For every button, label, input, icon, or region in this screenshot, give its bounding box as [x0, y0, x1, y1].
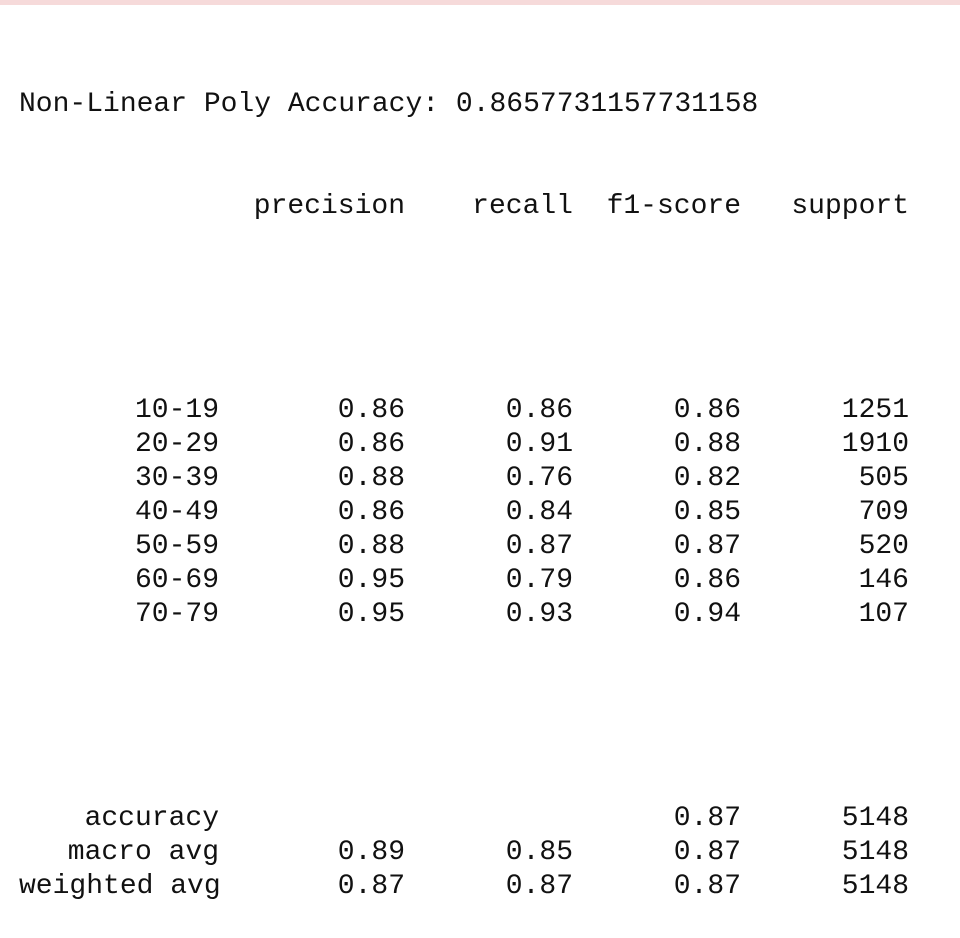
precision-value: 0.86	[337, 497, 405, 528]
report-summary-row: accuracy 0.87 5148	[19, 802, 909, 836]
row-label: 10-19	[134, 395, 219, 426]
support-value: 5148	[841, 803, 909, 834]
accuracy-line: Non-Linear Poly Accuracy: 0.865773115773…	[19, 88, 909, 122]
report-class-row: 40-49 0.86 0.84 0.85 709	[19, 496, 909, 530]
report-class-row: 70-79 0.95 0.93 0.94 107	[19, 598, 909, 632]
recall-value: 0.86	[505, 395, 573, 426]
recall-value: 0.91	[505, 429, 573, 460]
precision-value: 0.88	[337, 531, 405, 562]
report-class-row: 10-19 0.86 0.86 0.86 1251	[19, 394, 909, 428]
report-class-row: 50-59 0.88 0.87 0.87 520	[19, 530, 909, 564]
precision-value: 0.95	[337, 565, 405, 596]
report-class-rows: 10-19 0.86 0.86 0.86 1251 20-29 0.86 0.91 0.88 19…	[19, 394, 909, 632]
accuracy-label: Non-Linear Poly Accuracy:	[19, 89, 440, 120]
row-label: 30-39	[134, 463, 219, 494]
report-class-row: 20-29 0.86 0.91 0.88 1910	[19, 428, 909, 462]
precision-value: 0.89	[337, 837, 405, 868]
support-value: 505	[858, 463, 909, 494]
support-value: 1251	[841, 395, 909, 426]
report-summary-row: macro avg 0.89 0.85 0.87 5148	[19, 836, 909, 870]
recall-value: 0.79	[505, 565, 573, 596]
support-value: 709	[858, 497, 909, 528]
precision-value: 0.87	[337, 871, 405, 902]
accuracy-value: 0.8657731157731158	[455, 89, 759, 120]
f1-score-value: 0.86	[673, 565, 741, 596]
recall-value: 0.87	[505, 531, 573, 562]
support-value: 5148	[841, 871, 909, 902]
row-label: 40-49	[134, 497, 219, 528]
precision-value: 0.86	[337, 429, 405, 460]
support-value: 1910	[841, 429, 909, 460]
row-label: 50-59	[134, 531, 219, 562]
row-label: 20-29	[134, 429, 219, 460]
f1-score-value: 0.87	[673, 871, 741, 902]
f1-score-value: 0.87	[673, 531, 741, 562]
header-support: support	[791, 191, 909, 222]
report-class-row: 60-69 0.95 0.79 0.86 146	[19, 564, 909, 598]
f1-score-value: 0.86	[673, 395, 741, 426]
f1-score-value: 0.87	[673, 803, 741, 834]
precision-value: 0.88	[337, 463, 405, 494]
f1-score-value: 0.85	[673, 497, 741, 528]
recall-value: 0.93	[505, 599, 573, 630]
recall-value: 0.84	[505, 497, 573, 528]
cell-output-border	[0, 0, 960, 5]
report-class-row: 30-39 0.88 0.76 0.82 505	[19, 462, 909, 496]
recall-value: 0.76	[505, 463, 573, 494]
f1-score-value: 0.94	[673, 599, 741, 630]
header-recall: recall	[472, 191, 573, 222]
header-precision: precision	[253, 191, 405, 222]
precision-value: 0.95	[337, 599, 405, 630]
report-summary-rows: accuracy 0.87 5148 macro avg 0.89 0.85 0.87 514…	[19, 802, 909, 904]
row-label: weighted avg	[19, 871, 221, 902]
recall-value: 0.87	[505, 871, 573, 902]
row-label: 70-79	[134, 599, 219, 630]
support-value: 520	[858, 531, 909, 562]
precision-value: 0.86	[337, 395, 405, 426]
row-label: accuracy	[84, 803, 219, 834]
report-summary-row: weighted avg 0.87 0.87 0.87 5148	[19, 870, 909, 904]
classification-report-output: Non-Linear Poly Accuracy: 0.865773115773…	[19, 20, 909, 938]
support-value: 107	[858, 599, 909, 630]
recall-value: 0.85	[505, 837, 573, 868]
f1-score-value: 0.82	[673, 463, 741, 494]
header-f1-score: f1-score	[606, 191, 741, 222]
row-label: macro avg	[67, 837, 219, 868]
f1-score-value: 0.87	[673, 837, 741, 868]
support-value: 146	[858, 565, 909, 596]
support-value: 5148	[841, 837, 909, 868]
f1-score-value: 0.88	[673, 429, 741, 460]
report-header-row: precision recall f1-score support	[19, 190, 909, 224]
blank-line	[19, 292, 909, 326]
blank-line	[19, 700, 909, 734]
row-label: 60-69	[134, 565, 219, 596]
